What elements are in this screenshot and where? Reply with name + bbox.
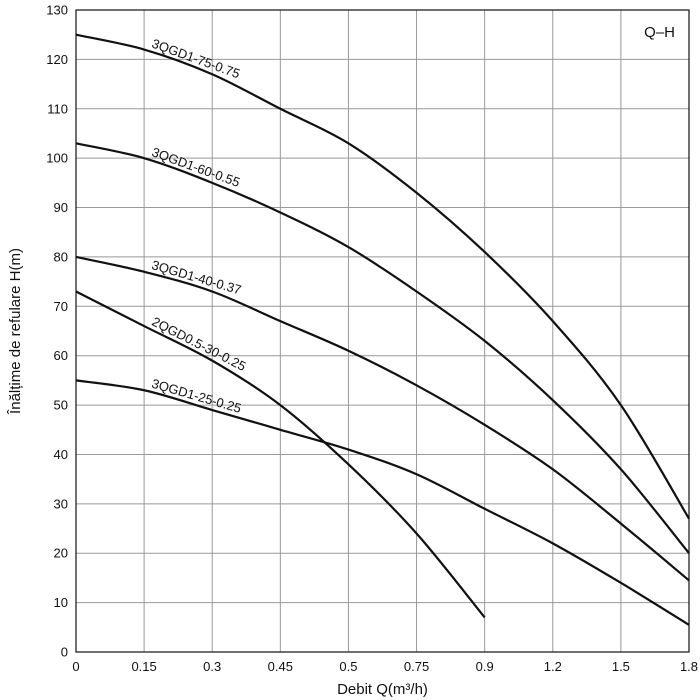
y-tick-label: 30 — [54, 496, 68, 511]
y-tick-label: 20 — [54, 546, 68, 561]
x-axis-label: Debit Q(m³/h) — [337, 681, 428, 698]
series-line — [75, 142, 690, 554]
y-tick-labels: 0 10 20 30 40 50 60 70 80 90 100 110 120 130 — [46, 3, 68, 660]
curve-labels: 3QGD1-75-0.753QGD1-60-0.553QGD1-40-0.372… — [150, 36, 249, 416]
y-tick-label: 50 — [54, 398, 68, 413]
x-tick-label: 0.75 — [404, 659, 429, 674]
x-tick-label: 1.8 — [680, 659, 698, 674]
series-line — [75, 33, 690, 520]
series-line — [75, 255, 690, 582]
y-tick-label: 0 — [61, 645, 68, 660]
y-tick-label: 40 — [54, 447, 68, 462]
y-tick-label: 100 — [46, 151, 68, 166]
series-label: 2QGD0.5-30-0.25 — [150, 314, 249, 374]
x-tick-label: 1.2 — [544, 659, 562, 674]
y-tick-label: 70 — [54, 299, 68, 314]
y-tick-label: 90 — [54, 200, 68, 215]
curves — [75, 33, 690, 626]
y-tick-label: 60 — [54, 348, 68, 363]
y-tick-label: 120 — [46, 52, 68, 67]
x-tick-labels: 0 0.15 0.3 0.45 0.5 0.75 0.9 1.2 1.5 1.8 — [72, 659, 698, 674]
x-tick-label: 0.5 — [339, 659, 357, 674]
x-tick-label: 0.9 — [476, 659, 494, 674]
x-tick-label: 0 — [72, 659, 79, 674]
series-label: 3QGD1-60-0.55 — [150, 144, 242, 190]
plot-frame — [75, 9, 690, 653]
x-tick-label: 0.15 — [131, 659, 156, 674]
y-tick-label: 80 — [54, 249, 68, 264]
y-tick-label: 10 — [54, 595, 68, 610]
x-tick-label: 0.3 — [203, 659, 221, 674]
series-line — [75, 290, 486, 619]
chart-corner-label: Q–H — [644, 24, 675, 41]
x-tick-label: 1.5 — [612, 659, 630, 674]
series-line — [75, 379, 690, 626]
y-axis-label: Înălțime de refulare H(m) — [7, 248, 24, 415]
x-tick-label: 0.45 — [268, 659, 293, 674]
y-tick-label: 130 — [46, 3, 68, 18]
series-label: 3QGD1-75-0.75 — [150, 36, 242, 82]
y-tick-label: 110 — [47, 101, 68, 116]
